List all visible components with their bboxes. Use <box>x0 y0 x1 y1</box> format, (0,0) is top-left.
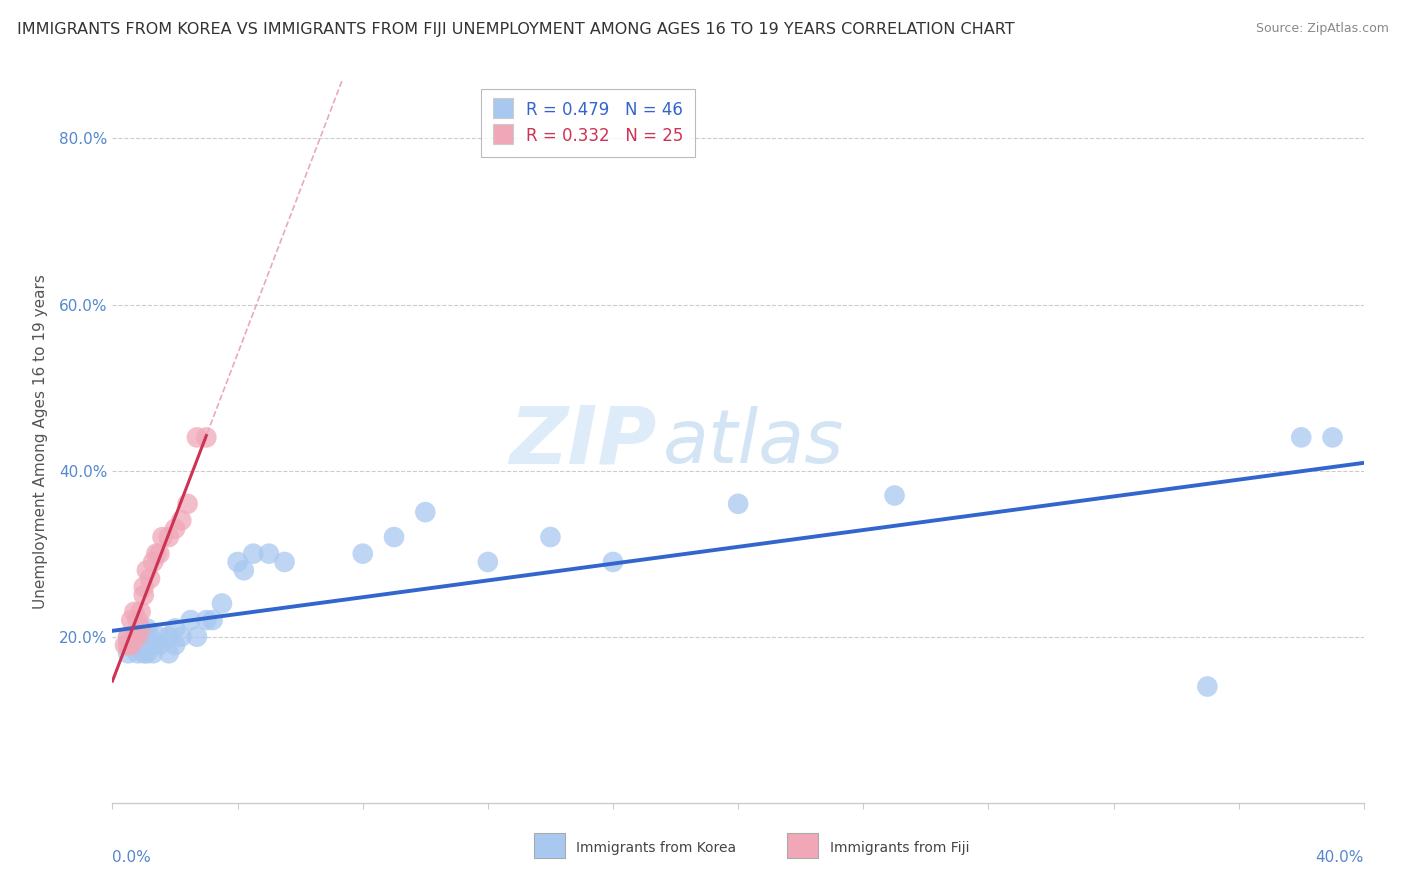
Point <box>129 630 152 644</box>
Point <box>117 630 139 644</box>
Point <box>176 497 198 511</box>
Text: 40.0%: 40.0% <box>1316 850 1364 864</box>
Point <box>129 605 152 619</box>
Point <box>142 638 165 652</box>
Point <box>142 555 165 569</box>
Text: ZIP: ZIP <box>509 402 657 481</box>
Point <box>157 530 180 544</box>
Point <box>186 630 208 644</box>
Point <box>180 613 202 627</box>
Y-axis label: Unemployment Among Ages 16 to 19 years: Unemployment Among Ages 16 to 19 years <box>32 274 48 609</box>
FancyBboxPatch shape <box>534 832 565 858</box>
Point <box>124 630 146 644</box>
Point <box>727 497 749 511</box>
Point <box>117 638 139 652</box>
Text: IMMIGRANTS FROM KOREA VS IMMIGRANTS FROM FIJI UNEMPLOYMENT AMONG AGES 16 TO 19 Y: IMMIGRANTS FROM KOREA VS IMMIGRANTS FROM… <box>17 22 1015 37</box>
Point <box>124 638 146 652</box>
Point <box>132 630 155 644</box>
Point <box>148 547 170 561</box>
Point <box>163 638 186 652</box>
Text: atlas: atlas <box>664 406 845 477</box>
Point <box>148 630 170 644</box>
Point <box>120 613 142 627</box>
Point <box>211 597 233 611</box>
Point <box>201 613 224 627</box>
Point <box>127 613 149 627</box>
Point <box>1291 430 1313 444</box>
Point <box>273 555 295 569</box>
Point <box>257 547 280 561</box>
Text: 0.0%: 0.0% <box>112 850 152 864</box>
Point <box>129 621 152 635</box>
FancyBboxPatch shape <box>787 832 818 858</box>
Point <box>1322 430 1344 444</box>
Point <box>117 646 139 660</box>
Point <box>477 555 499 569</box>
Text: Immigrants from Korea: Immigrants from Korea <box>576 841 737 855</box>
Point <box>127 630 149 644</box>
Point <box>145 547 167 561</box>
Point <box>117 630 139 644</box>
Text: Source: ZipAtlas.com: Source: ZipAtlas.com <box>1256 22 1389 36</box>
Point <box>148 638 170 652</box>
Point <box>135 646 157 660</box>
Point <box>170 513 193 527</box>
Point <box>540 530 562 544</box>
Point <box>195 613 218 627</box>
Point <box>117 638 139 652</box>
Point <box>127 638 149 652</box>
Point <box>124 630 146 644</box>
Point <box>352 547 374 561</box>
Point <box>163 522 186 536</box>
Text: Immigrants from Fiji: Immigrants from Fiji <box>830 841 969 855</box>
Point <box>139 572 162 586</box>
Point <box>226 555 249 569</box>
Point <box>135 621 157 635</box>
Point <box>157 646 180 660</box>
Point <box>415 505 437 519</box>
Point <box>242 547 264 561</box>
Point <box>195 430 218 444</box>
Point <box>120 638 142 652</box>
Point <box>132 646 155 660</box>
Point <box>883 489 905 503</box>
Point <box>114 638 136 652</box>
Legend: R = 0.479   N = 46, R = 0.332   N = 25: R = 0.479 N = 46, R = 0.332 N = 25 <box>481 88 695 157</box>
Point <box>132 588 155 602</box>
Point <box>152 530 174 544</box>
Point <box>1197 680 1219 694</box>
Point <box>602 555 624 569</box>
Point <box>139 638 162 652</box>
Point <box>186 430 208 444</box>
Point <box>232 563 254 577</box>
Point <box>163 621 186 635</box>
Point <box>157 630 180 644</box>
Point <box>132 638 155 652</box>
Point <box>382 530 405 544</box>
Point <box>142 646 165 660</box>
Point <box>170 630 193 644</box>
Point <box>135 563 157 577</box>
Point <box>129 621 152 635</box>
Point <box>124 605 146 619</box>
Point <box>139 630 162 644</box>
Point <box>132 580 155 594</box>
Point <box>127 646 149 660</box>
